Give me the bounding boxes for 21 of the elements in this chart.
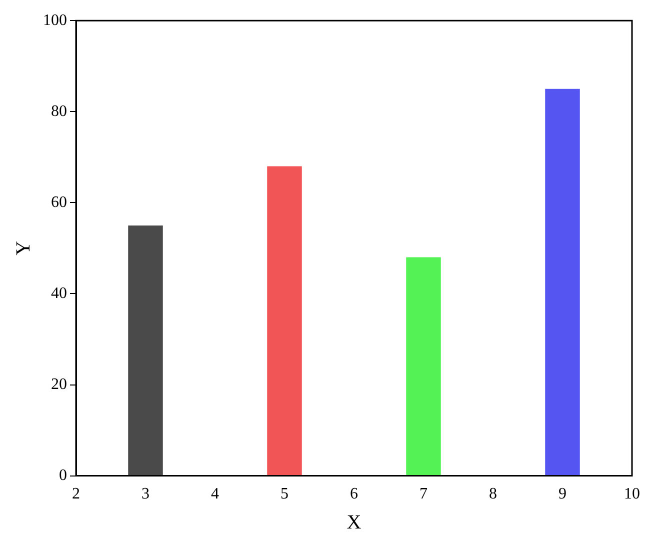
x-tick-label: 5 [280,486,288,503]
x-tick-label: 7 [420,486,428,503]
x-tick-label: 6 [350,486,358,503]
y-axis-title: Y [12,240,34,256]
x-tick-label: 9 [558,486,566,503]
x-tick-label: 2 [72,486,80,503]
x-tick-label: 8 [489,486,497,503]
y-tick-label: 20 [51,376,67,393]
y-tick-label: 80 [51,102,67,120]
y-tick-label: 60 [51,194,67,211]
x-tick-label: 4 [211,486,219,503]
bar [406,257,441,476]
x-axis-title: X [346,511,362,534]
y-tick-label: 0 [59,467,67,484]
y-tick-label: 40 [51,284,67,302]
bar [267,166,302,476]
y-tick-label: 100 [43,12,67,29]
x-tick-label: 3 [142,486,150,503]
bar [545,88,580,476]
x-tick-label: 10 [624,486,640,503]
bar [128,225,163,476]
